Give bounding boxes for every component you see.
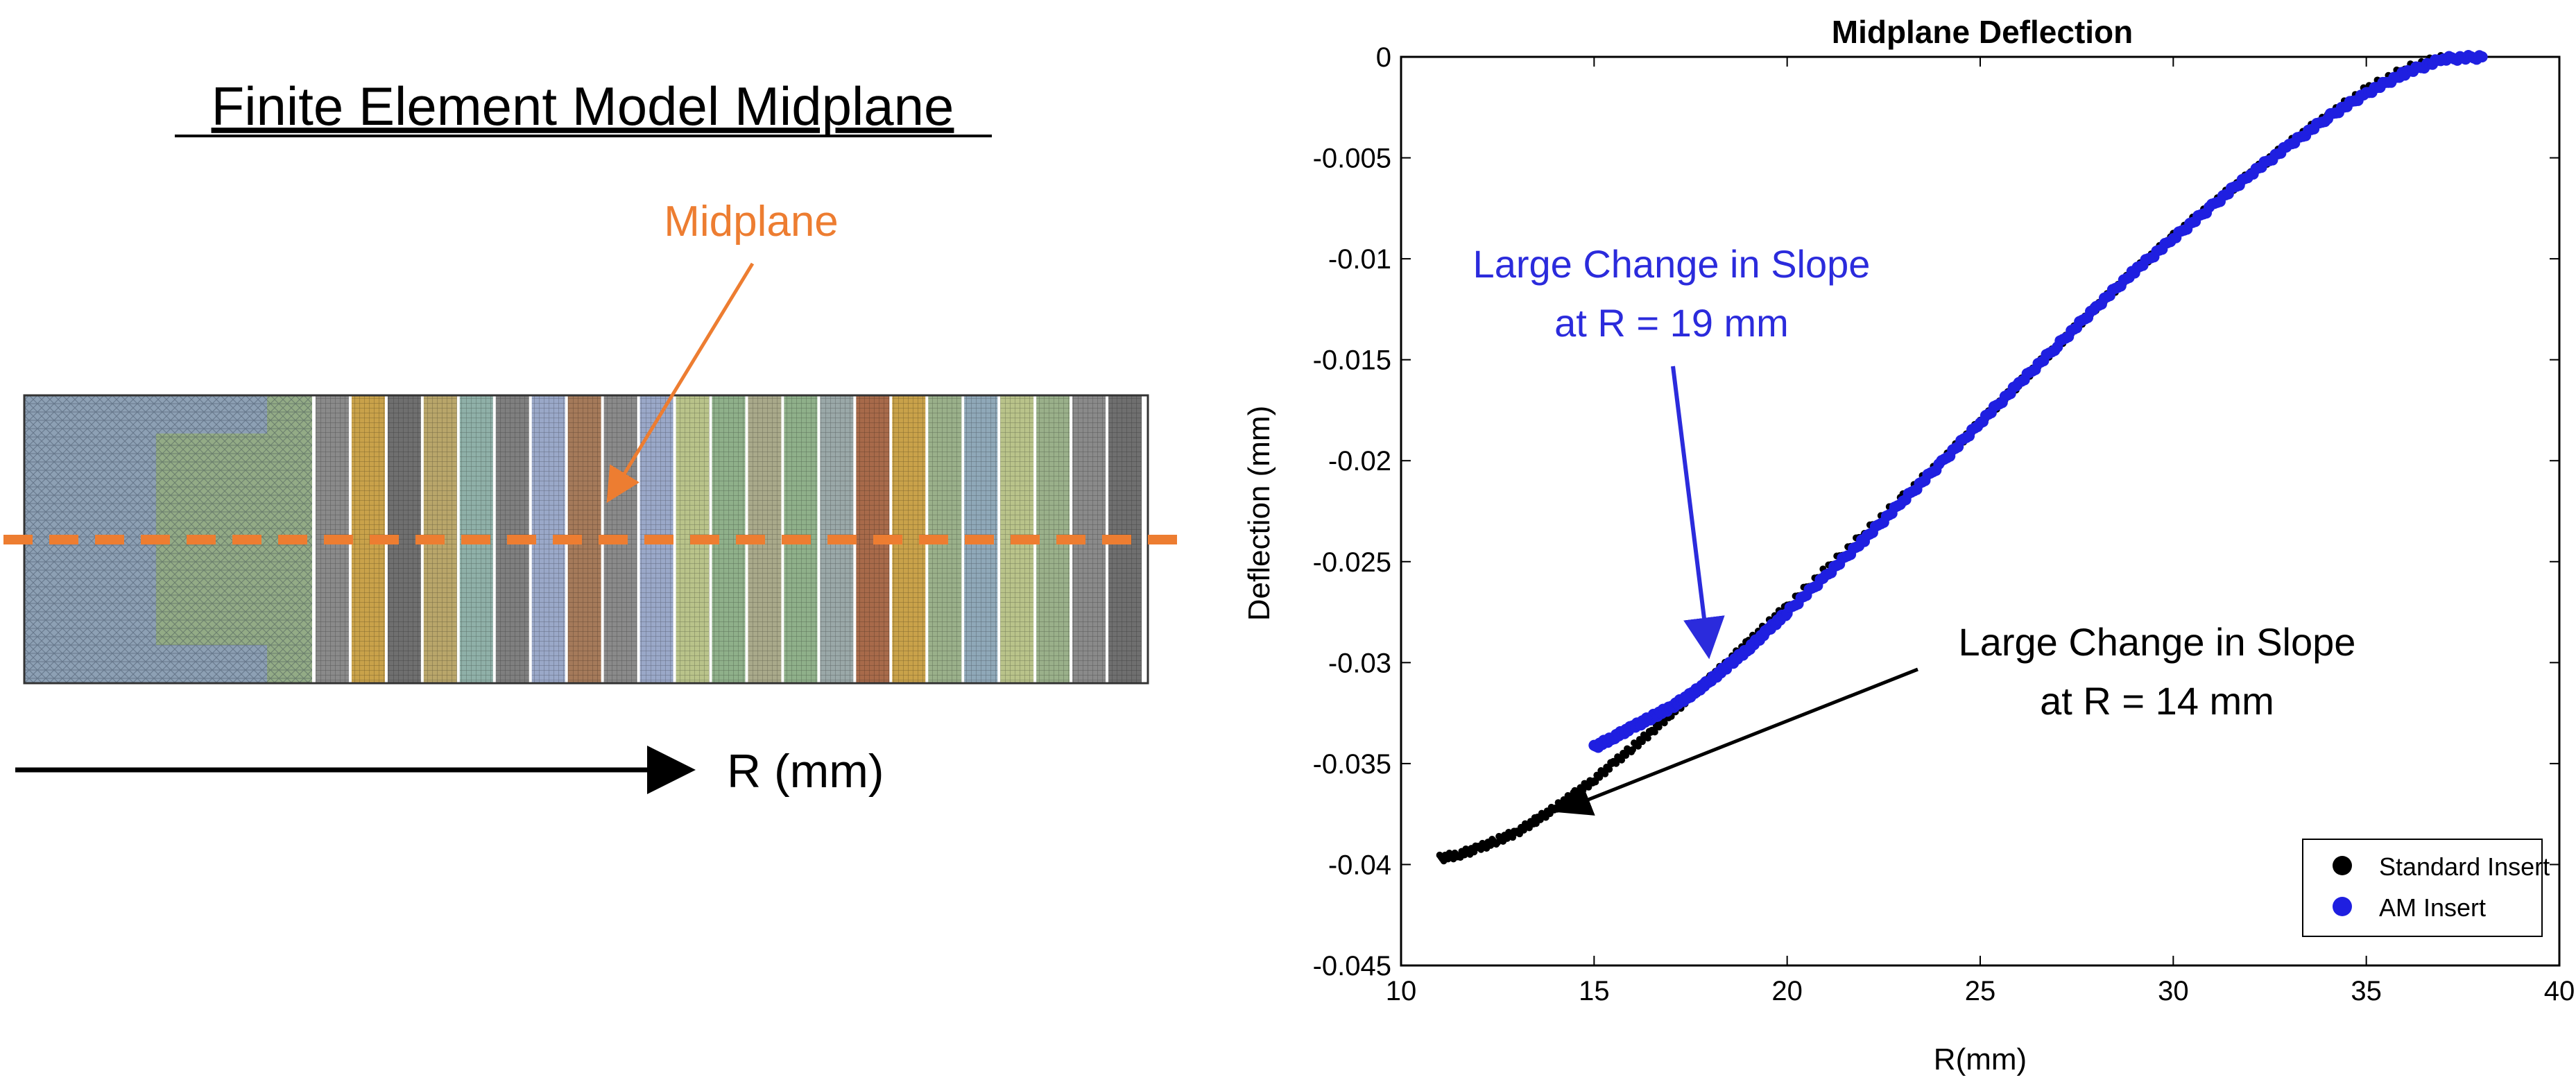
- midplane-label: Midplane: [664, 198, 839, 246]
- data-point: [1618, 756, 1626, 764]
- annotation-black: Large Change in Slope at R = 14 mm: [1556, 620, 2356, 816]
- y-tick-label: -0.04: [1328, 850, 1391, 880]
- legend-marker-am: [2333, 897, 2352, 916]
- left-panel: Finite Element Model Midplane Midplane R…: [3, 76, 1186, 798]
- x-tick-label: 20: [1771, 976, 1803, 1006]
- x-tick-label: 30: [2158, 976, 2189, 1006]
- data-point: [1644, 735, 1651, 742]
- y-tick-label: -0.005: [1313, 144, 1391, 174]
- x-tick-label: 25: [1965, 976, 1996, 1006]
- annotation-blue-arrow: [1671, 366, 1725, 660]
- deflection-chart: Midplane Deflection 10 15 20 25 30 35 40 0 -0.00…: [1242, 14, 2575, 1076]
- annotation-blue-line1: Large Change in Slope: [1473, 242, 1871, 286]
- data-point: [1596, 773, 1604, 781]
- data-point: [1568, 796, 1576, 803]
- y-tick-label: -0.01: [1328, 244, 1391, 275]
- x-axis-label: R(mm): [1934, 1042, 2027, 1076]
- data-point: [1629, 746, 1636, 753]
- annotation-black-arrow: [1556, 667, 1918, 816]
- data-point: [1602, 770, 1609, 778]
- plot-area: [1400, 55, 2561, 967]
- annotation-black-line1: Large Change in Slope: [1959, 620, 2356, 664]
- x-tick-label: 15: [1579, 976, 1610, 1006]
- y-tick-label: -0.03: [1328, 648, 1391, 678]
- axis-ticks: 10 15 20 25 30 35 40 0 -0.005 -0.01 -0.015 -0.02 -0.…: [1313, 42, 2575, 1006]
- data-point: [1613, 759, 1620, 767]
- data-point: [1634, 742, 1642, 750]
- legend-label-am: AM Insert: [2379, 893, 2486, 922]
- y-tick-label: -0.025: [1313, 547, 1391, 578]
- data-point: [1622, 752, 1630, 759]
- legend-box: [2302, 839, 2543, 937]
- y-axis-label: Deflection (mm): [1242, 406, 1276, 621]
- annotation-blue-line2: at R = 19 mm: [1554, 301, 1789, 345]
- series-am-insert: [1588, 50, 2488, 753]
- y-tick-label: -0.035: [1313, 749, 1391, 780]
- annotation-blue: Large Change in Slope at R = 19 mm: [1473, 242, 1871, 660]
- x-tick-label: 35: [2351, 976, 2382, 1006]
- y-tick-label: -0.015: [1313, 345, 1391, 376]
- y-tick-label: -0.02: [1328, 446, 1391, 476]
- chart-title: Midplane Deflection: [1832, 14, 2133, 50]
- fem-title: Finite Element Model Midplane: [212, 76, 954, 137]
- data-point: [1651, 728, 1658, 736]
- x-tick-label: 10: [1386, 976, 1417, 1006]
- legend: Standard Insert AM Insert: [2302, 839, 2550, 937]
- data-point: [1655, 723, 1663, 731]
- data-points: [1436, 50, 2488, 865]
- r-axis-label: R (mm): [727, 745, 884, 798]
- data-point: [2476, 51, 2488, 62]
- data-point: [1660, 719, 1668, 727]
- data-point: [1606, 766, 1613, 773]
- y-tick-label: 0: [1376, 42, 1391, 73]
- data-point: [1638, 738, 1646, 746]
- x-tick-label: 40: [2544, 976, 2575, 1006]
- annotation-black-line2: at R = 14 mm: [2040, 679, 2274, 723]
- y-tick-label: -0.045: [1313, 951, 1391, 981]
- midplane-arrow: [606, 262, 755, 504]
- legend-marker-standard: [2333, 856, 2352, 875]
- legend-label-standard: Standard Insert: [2379, 852, 2550, 881]
